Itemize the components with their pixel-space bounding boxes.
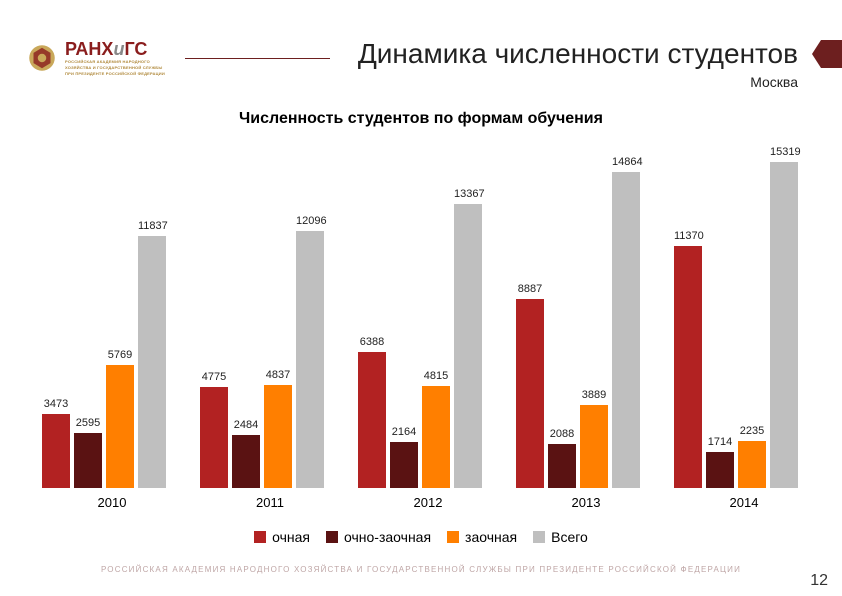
bar-value-label: 13367 bbox=[454, 188, 482, 200]
bar-value-label: 11837 bbox=[138, 220, 166, 232]
legend-swatch-icon bbox=[254, 531, 266, 543]
bar-value-label: 4815 bbox=[422, 370, 450, 382]
legend-label: очно-заочная bbox=[344, 529, 431, 545]
bar: 4837 bbox=[264, 385, 292, 488]
header-divider bbox=[185, 58, 330, 59]
bar-value-label: 11370 bbox=[674, 230, 702, 242]
bar-value-label: 12096 bbox=[296, 215, 324, 227]
legend-swatch-icon bbox=[533, 531, 545, 543]
bar: 11837 bbox=[138, 236, 166, 488]
bar: 3889 bbox=[580, 405, 608, 488]
bar: 2164 bbox=[390, 442, 418, 488]
bar: 12096 bbox=[296, 231, 324, 488]
bar: 2088 bbox=[548, 444, 576, 488]
chart-title: Численность студентов по формам обучения bbox=[30, 110, 812, 128]
chart-legend: очная очно-заочная заочная Всего bbox=[0, 529, 842, 546]
legend-label: очная bbox=[272, 529, 310, 545]
bar: 4815 bbox=[422, 386, 450, 488]
bar: 11370 bbox=[674, 246, 702, 488]
bar-value-label: 2235 bbox=[738, 425, 766, 437]
bar-value-label: 2484 bbox=[232, 419, 260, 431]
bar-value-label: 4837 bbox=[264, 369, 292, 381]
category-label: 2013 bbox=[516, 495, 656, 510]
legend-item: Всего bbox=[533, 529, 588, 545]
bar-value-label: 6388 bbox=[358, 336, 386, 348]
legend-label: Всего bbox=[551, 529, 588, 545]
bar-value-label: 3473 bbox=[42, 398, 70, 410]
category-label: 2014 bbox=[674, 495, 814, 510]
legend-item: заочная bbox=[447, 529, 517, 545]
page-number: 12 bbox=[810, 572, 828, 590]
bar-value-label: 5769 bbox=[106, 349, 134, 361]
slide-header: РАНХиГС РОССИЙСКАЯ АКАДЕМИЯ НАРОДНОГО ХО… bbox=[0, 0, 842, 80]
bar: 14864 bbox=[612, 172, 640, 488]
category-label: 2012 bbox=[358, 495, 498, 510]
bar-value-label: 4775 bbox=[200, 371, 228, 383]
chart-area: Численность студентов по формам обучения… bbox=[30, 110, 812, 516]
logo-main: РАНХиГС bbox=[65, 40, 165, 58]
category-label: 2010 bbox=[42, 495, 182, 510]
legend-label: заочная bbox=[465, 529, 517, 545]
category-label: 2011 bbox=[200, 495, 340, 510]
bar-value-label: 2595 bbox=[74, 417, 102, 429]
bar-value-label: 2164 bbox=[390, 426, 418, 438]
bar: 3473 bbox=[42, 414, 70, 488]
logo-sub3: ПРИ ПРЕЗИДЕНТЕ РОССИЙСКОЙ ФЕДЕРАЦИИ bbox=[65, 72, 165, 76]
logo-i: и bbox=[113, 39, 124, 59]
chart-plot: 3473259557691183720104775248448371209620… bbox=[30, 148, 812, 488]
bar: 2484 bbox=[232, 435, 260, 488]
logo: РАНХиГС РОССИЙСКАЯ АКАДЕМИЯ НАРОДНОГО ХО… bbox=[25, 40, 165, 76]
legend-swatch-icon bbox=[447, 531, 459, 543]
bar-value-label: 14864 bbox=[612, 156, 640, 168]
bar: 6388 bbox=[358, 352, 386, 488]
bar: 1714 bbox=[706, 452, 734, 488]
legend-item: очно-заочная bbox=[326, 529, 431, 545]
bar-value-label: 1714 bbox=[706, 436, 734, 448]
bar: 8887 bbox=[516, 299, 544, 488]
slide-title: Динамика численности студентов bbox=[358, 38, 798, 70]
bar: 2235 bbox=[738, 441, 766, 488]
slide-subtitle: Москва bbox=[750, 74, 798, 90]
logo-emblem-icon bbox=[25, 41, 59, 75]
logo-suffix: ГС bbox=[124, 39, 147, 59]
logo-sub1: РОССИЙСКАЯ АКАДЕМИЯ НАРОДНОГО bbox=[65, 60, 165, 64]
footer-text: РОССИЙСКАЯ АКАДЕМИЯ НАРОДНОГО ХОЗЯЙСТВА … bbox=[0, 565, 842, 574]
bar: 15319 bbox=[770, 162, 798, 488]
logo-prefix: РАНХ bbox=[65, 39, 113, 59]
bar: 4775 bbox=[200, 387, 228, 488]
bar: 13367 bbox=[454, 204, 482, 488]
legend-swatch-icon bbox=[326, 531, 338, 543]
bar-value-label: 8887 bbox=[516, 283, 544, 295]
bar: 5769 bbox=[106, 365, 134, 488]
bar-value-label: 2088 bbox=[548, 428, 576, 440]
logo-text: РАНХиГС РОССИЙСКАЯ АКАДЕМИЯ НАРОДНОГО ХО… bbox=[65, 40, 165, 76]
bar: 2595 bbox=[74, 433, 102, 488]
header-chip-icon bbox=[812, 40, 842, 68]
logo-sub2: ХОЗЯЙСТВА И ГОСУДАРСТВЕННОЙ СЛУЖБЫ bbox=[65, 66, 165, 70]
bar-value-label: 15319 bbox=[770, 146, 798, 158]
legend-item: очная bbox=[254, 529, 310, 545]
bar-value-label: 3889 bbox=[580, 389, 608, 401]
